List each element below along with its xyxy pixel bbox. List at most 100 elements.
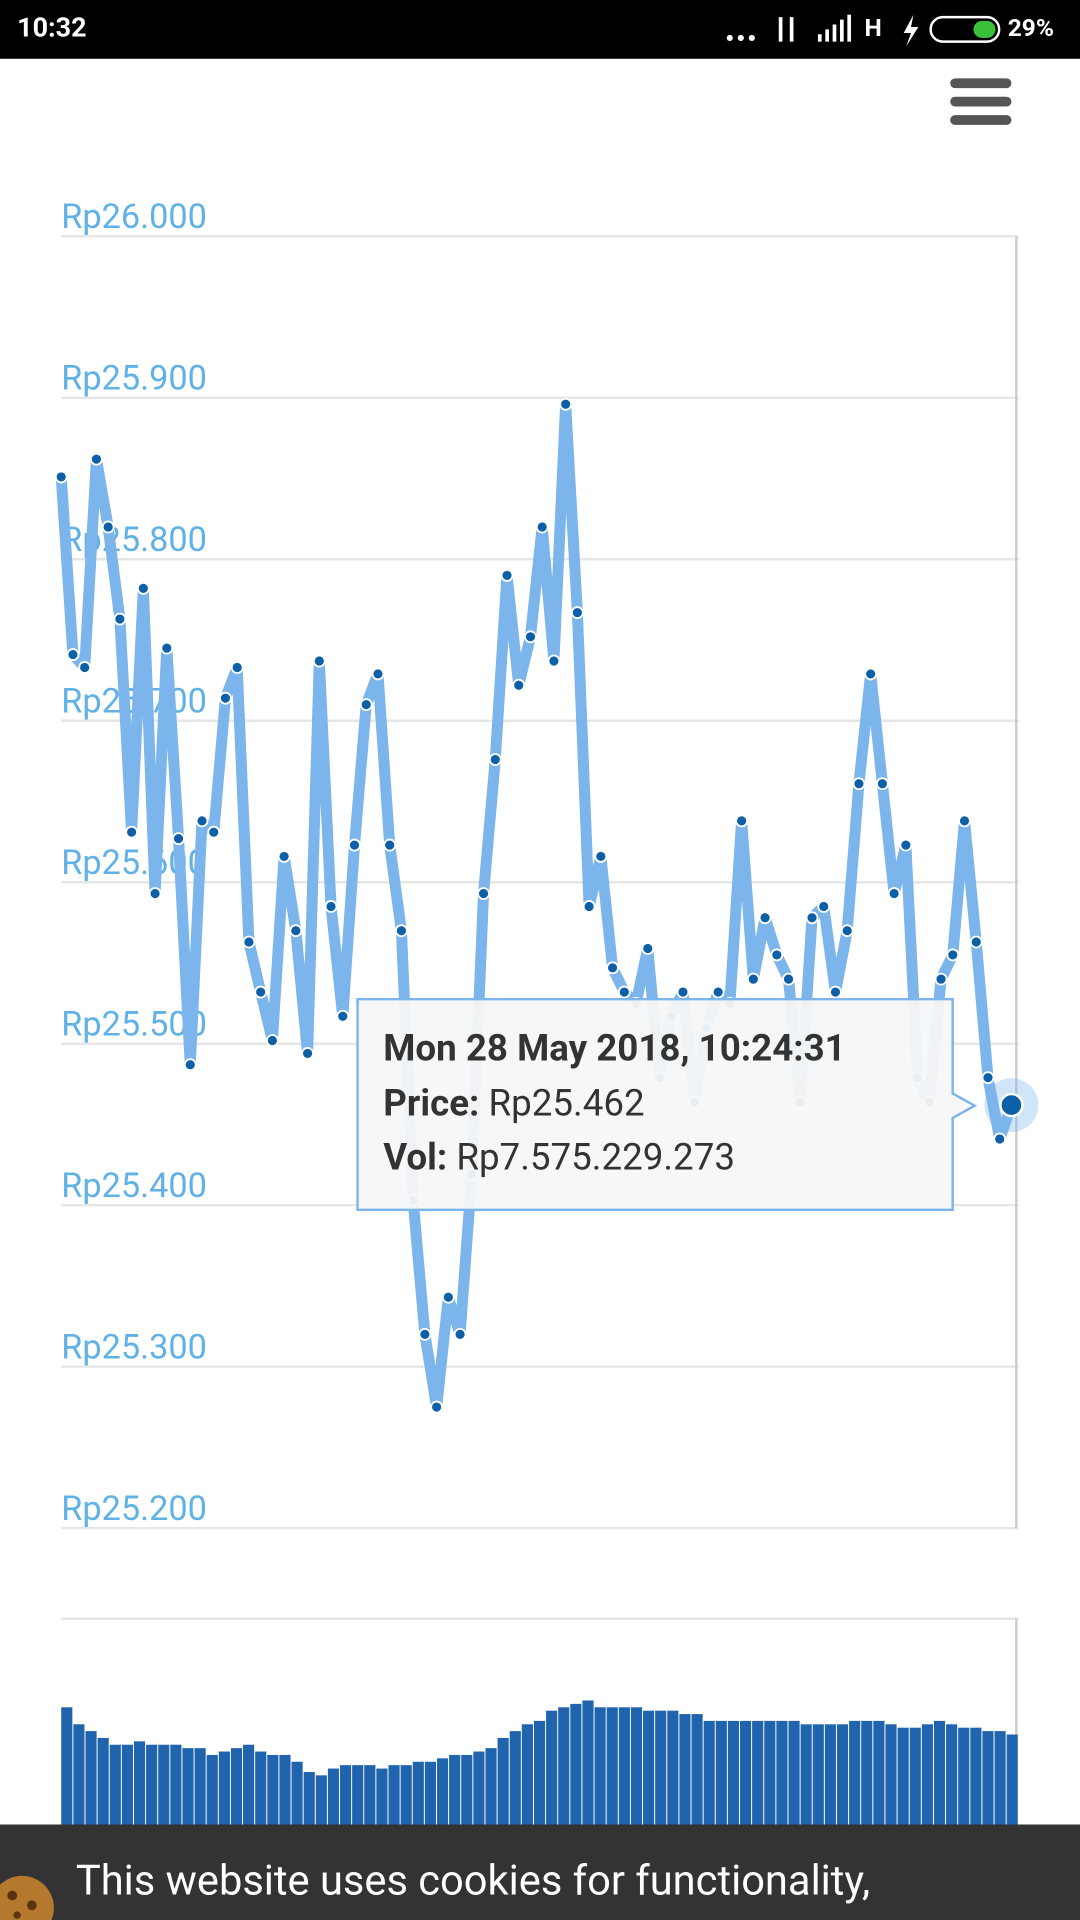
price-point xyxy=(265,1034,279,1047)
price-point xyxy=(324,900,338,913)
price-point xyxy=(477,887,490,900)
tooltip: Mon 28 May 2018, 10:24:31 Price: Rp25.46… xyxy=(356,997,978,1212)
price-point xyxy=(219,691,232,705)
y-tick-label: Rp25.200 xyxy=(61,1489,207,1529)
price-point xyxy=(101,520,115,534)
price-point xyxy=(148,887,162,900)
volume-bar xyxy=(618,1707,630,1920)
volume-bar xyxy=(933,1720,946,1920)
price-point xyxy=(934,972,948,986)
battery-icon xyxy=(929,15,1001,43)
price-point xyxy=(500,569,514,582)
price-point xyxy=(207,825,221,839)
volume-bar xyxy=(958,1727,970,1920)
price-point xyxy=(441,1290,455,1304)
price-point xyxy=(958,814,971,828)
price-point xyxy=(993,1132,1007,1146)
price-point xyxy=(125,825,139,839)
price-point xyxy=(606,961,620,975)
price-point xyxy=(418,1327,432,1341)
price-point xyxy=(864,667,878,681)
y-tick-label: Rp25.800 xyxy=(61,520,207,560)
price-point xyxy=(535,520,549,534)
volume-bar xyxy=(946,1724,958,1920)
price-point xyxy=(969,935,983,949)
volume-bar xyxy=(679,1714,691,1920)
volume-bar xyxy=(849,1720,861,1920)
price-point xyxy=(875,777,889,791)
tooltip-box xyxy=(356,997,978,1212)
price-point xyxy=(981,1071,995,1085)
volume-bar xyxy=(885,1724,897,1920)
volume-bar xyxy=(715,1720,727,1920)
price-point xyxy=(899,838,913,852)
price-point xyxy=(887,887,901,900)
price-point xyxy=(89,452,103,466)
y-tick-label: Rp25.900 xyxy=(61,359,207,399)
price-point xyxy=(641,942,655,955)
price-point xyxy=(512,678,526,692)
volume-bar xyxy=(558,1707,570,1920)
volume-bar xyxy=(703,1720,715,1920)
price-point xyxy=(183,1058,197,1072)
y-tick-label: Rp25.300 xyxy=(61,1328,207,1368)
volume-bar xyxy=(667,1710,679,1920)
price-point xyxy=(711,985,725,999)
volume-bar xyxy=(691,1714,703,1920)
price-point xyxy=(676,985,690,999)
volume-bar xyxy=(836,1724,849,1920)
volume-bar xyxy=(521,1724,533,1920)
price-point xyxy=(524,630,537,644)
price-point xyxy=(999,1092,1024,1118)
status-time: 10:32 xyxy=(17,11,86,43)
tooltip-price-label: Price: xyxy=(383,1081,479,1124)
price-line xyxy=(55,398,1017,1413)
price-point xyxy=(817,900,831,913)
volume-bar xyxy=(727,1720,740,1920)
price-point xyxy=(430,1400,444,1414)
price-point xyxy=(301,1046,315,1060)
tooltip-vol: Vol: Rp7.575.229.273 xyxy=(383,1135,735,1178)
volume-bar xyxy=(630,1707,643,1920)
volume-bar xyxy=(788,1720,800,1920)
cookie-icon xyxy=(0,1875,54,1920)
tooltip-date: Mon 28 May 2018, 10:24:31 xyxy=(383,1026,846,1069)
price-point xyxy=(746,972,760,986)
price-point xyxy=(54,470,68,484)
tooltip-vol-value: Rp7.575.229.273 xyxy=(456,1135,735,1178)
cookie-banner xyxy=(0,1824,1080,1920)
price-point xyxy=(547,654,561,668)
price-point xyxy=(242,935,256,949)
price-point xyxy=(617,985,631,999)
y-tick-label: Rp25.400 xyxy=(61,1166,207,1206)
price-point xyxy=(359,698,373,712)
volume-bar xyxy=(546,1710,558,1920)
price-point xyxy=(770,948,784,962)
price-point xyxy=(946,948,960,962)
price-point xyxy=(113,612,127,626)
volume-bar xyxy=(570,1703,582,1920)
price-point xyxy=(394,924,408,938)
volume-bar xyxy=(812,1724,824,1920)
volume-bar xyxy=(73,1724,85,1920)
price-point xyxy=(852,777,866,791)
volume-bar xyxy=(970,1727,982,1920)
status-icons xyxy=(726,14,919,47)
price-point xyxy=(348,838,361,852)
volume-bar xyxy=(655,1710,667,1920)
cookie-text: This website uses cookies for functional… xyxy=(76,1856,870,1905)
price-point xyxy=(829,985,842,999)
price-point xyxy=(66,648,80,661)
price-point xyxy=(383,838,397,852)
volume-bar xyxy=(643,1710,655,1920)
volume-bar xyxy=(897,1727,909,1920)
price-point xyxy=(195,814,209,828)
volume-bar xyxy=(776,1720,788,1920)
menu-button[interactable] xyxy=(950,78,1012,125)
price-point xyxy=(570,606,584,620)
tooltip-price-value: Rp25.462 xyxy=(489,1081,645,1124)
price-point xyxy=(230,661,244,674)
price-point xyxy=(758,911,772,925)
tooltip-vol-label: Vol: xyxy=(383,1135,447,1178)
